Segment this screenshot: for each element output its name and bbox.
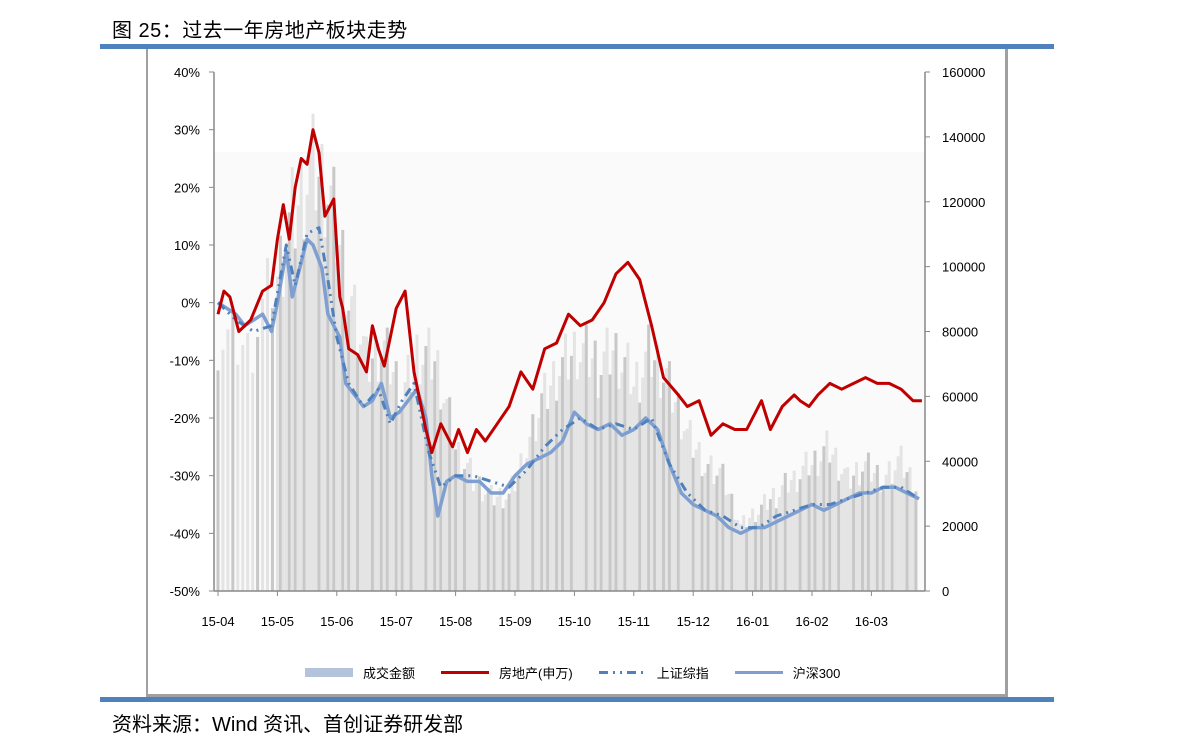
blue-line-swatch-icon	[734, 670, 783, 674]
legend-label: 房地产(申万)	[499, 665, 573, 681]
svg-text:16-02: 16-02	[795, 614, 828, 629]
svg-text:15-12: 15-12	[677, 614, 710, 629]
top-rule	[100, 44, 1054, 49]
dash-dot-swatch-icon	[598, 670, 647, 674]
series-lines	[216, 128, 922, 536]
svg-text:-30%: -30%	[170, 469, 201, 484]
chart-legend: 成交金额 房地产(申万) 上证综指 沪深300	[305, 662, 866, 682]
svg-text:15-04: 15-04	[201, 614, 234, 629]
svg-text:15-07: 15-07	[380, 614, 413, 629]
legend-item-csi300: 沪深300	[734, 663, 841, 682]
svg-text:15-10: 15-10	[558, 614, 591, 629]
svg-text:15-05: 15-05	[261, 614, 294, 629]
legend-label: 上证综指	[656, 665, 709, 681]
series-line	[216, 128, 922, 455]
svg-text:140000: 140000	[942, 130, 985, 145]
svg-text:15-08: 15-08	[439, 614, 472, 629]
svg-text:60000: 60000	[942, 389, 978, 404]
svg-text:0%: 0%	[181, 296, 200, 311]
legend-label: 沪深300	[792, 665, 841, 681]
svg-text:15-11: 15-11	[618, 614, 650, 629]
figure-title: 图 25：过去一年房地产板块走势	[112, 20, 408, 42]
svg-text:16-01: 16-01	[736, 614, 769, 629]
red-line-swatch-icon	[441, 670, 490, 674]
svg-text:20%: 20%	[174, 180, 200, 195]
source-note: 资料来源：Wind 资讯、首创证券研发部	[112, 714, 464, 736]
legend-item-turnover: 成交金额	[305, 663, 415, 682]
turnover-swatch-icon	[305, 667, 353, 677]
series-line	[217, 237, 920, 536]
legend-item-sse: 上证综指	[598, 663, 709, 682]
svg-text:-40%: -40%	[170, 526, 201, 541]
svg-text:0: 0	[942, 584, 949, 599]
svg-text:160000: 160000	[942, 65, 985, 80]
legend-item-real-estate: 房地产(申万)	[441, 663, 573, 682]
bottom-rule	[100, 697, 1054, 702]
turnover-bars	[214, 113, 925, 592]
legend-label: 成交金额	[363, 665, 416, 681]
chart-frame	[146, 49, 1008, 697]
svg-text:15-09: 15-09	[498, 614, 531, 629]
svg-text:120000: 120000	[942, 195, 985, 210]
svg-text:30%: 30%	[174, 123, 200, 138]
svg-text:100000: 100000	[942, 260, 985, 275]
svg-text:80000: 80000	[942, 325, 978, 340]
svg-text:40%: 40%	[174, 65, 200, 80]
svg-text:16-03: 16-03	[855, 614, 888, 629]
svg-text:20000: 20000	[942, 519, 978, 534]
svg-text:40000: 40000	[942, 454, 978, 469]
svg-text:15-06: 15-06	[320, 614, 353, 629]
svg-text:-50%: -50%	[170, 584, 201, 599]
svg-text:-20%: -20%	[170, 411, 201, 426]
axes: 40% 30% 20% 10% 0% -10% -20% -30% -40% -50% 160000…	[170, 65, 986, 629]
svg-text:-10%: -10%	[170, 353, 201, 368]
svg-text:10%: 10%	[174, 238, 200, 253]
